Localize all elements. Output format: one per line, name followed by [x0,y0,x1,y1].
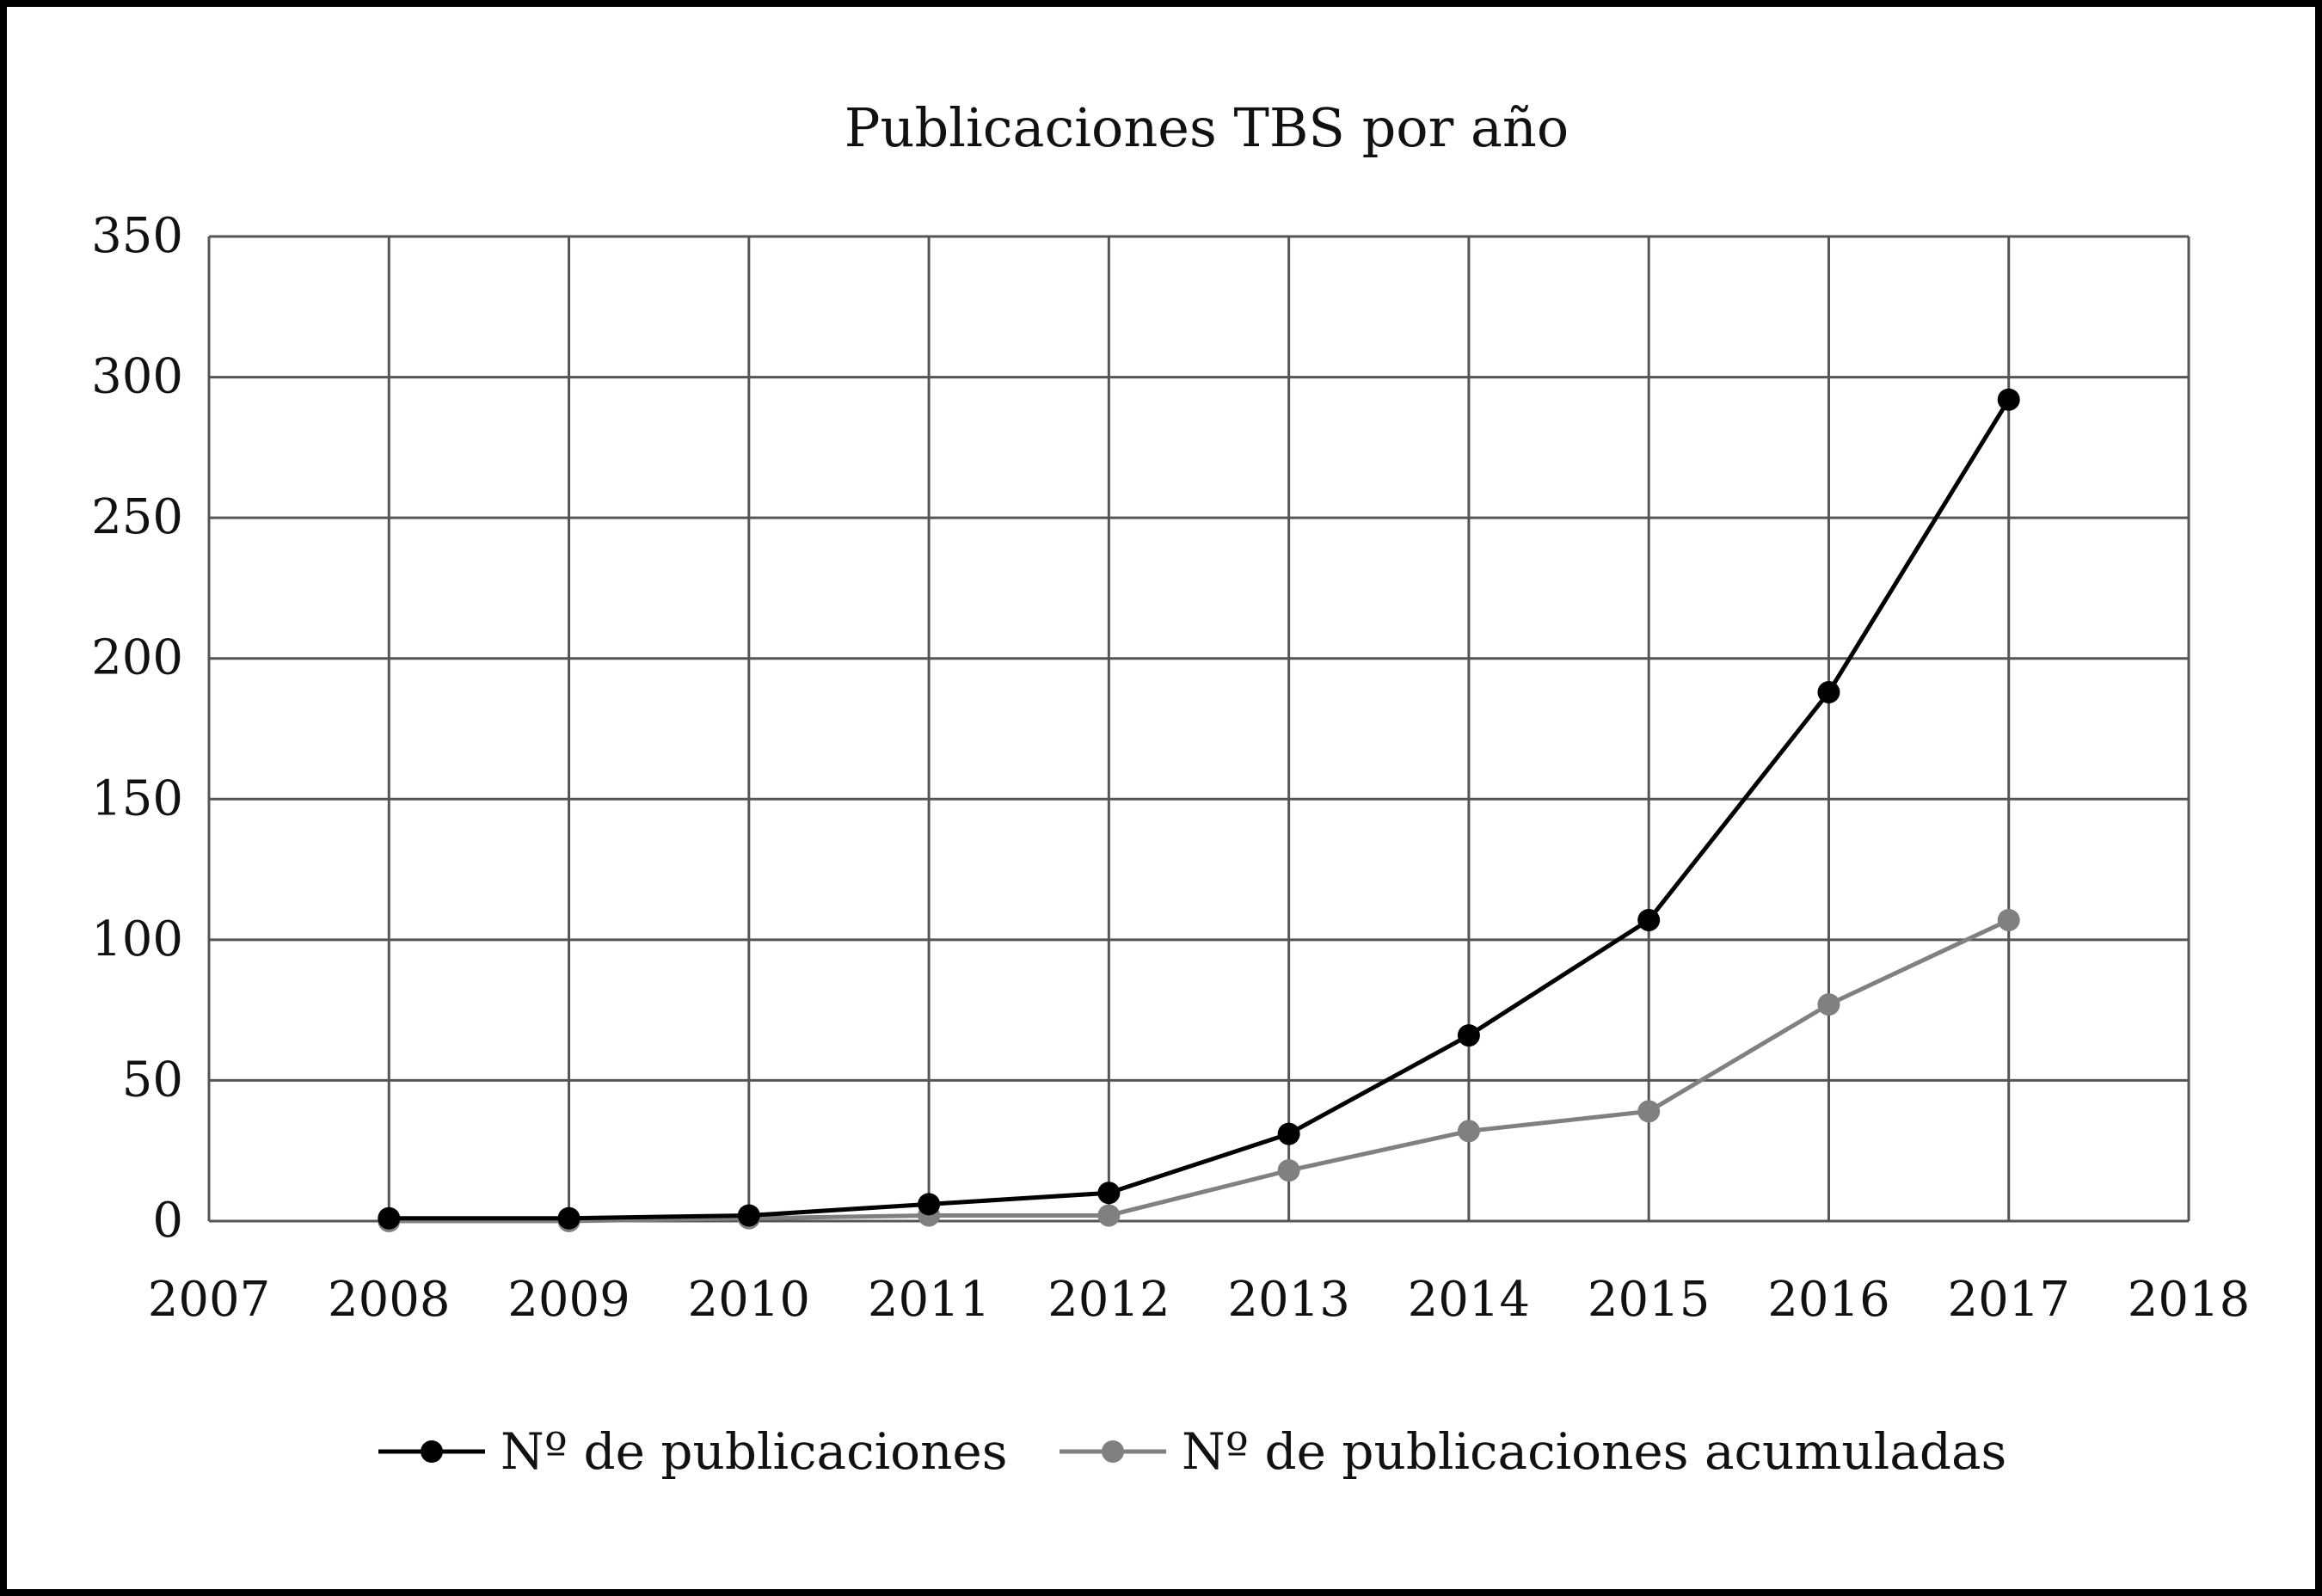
data-point [918,1193,941,1216]
grid [207,235,2190,1223]
legend-item-1: Nº de publicaciones [378,1422,1008,1481]
x-tick-label: 2018 [2128,1272,2251,1328]
data-point [1097,1182,1121,1205]
x-tick-label: 2012 [1047,1272,1170,1328]
x-tick-label: 2016 [1767,1272,1890,1328]
data-point [1817,993,1840,1016]
legend-item-2: Nº de publicaciones acumuladas [1060,1422,2006,1481]
y-tick-label: 200 [91,630,183,686]
y-tick-label: 150 [91,770,183,826]
legend-label: Nº de publicaciones [501,1422,1008,1481]
y-tick-label: 350 [91,208,183,264]
y-tick-label: 300 [91,349,183,405]
chart-title: Publicaciones TBS por año [845,96,1569,159]
data-point [1457,1024,1480,1047]
data-point [557,1206,580,1230]
x-tick-label: 2009 [507,1272,630,1328]
series-line [389,918,2010,1224]
data-point [1997,908,2020,931]
series-layer [378,388,2020,1232]
legend-swatch-marker [1102,1440,1124,1463]
data-point [1637,1100,1661,1123]
data-point [1997,388,2020,411]
legend: Nº de publicaciones Nº de publicaciones a… [378,1422,2006,1481]
data-point [737,1204,760,1227]
x-axis-ticks: 2007 2008 2009 2010 2011 2012 2013 2014 2015 2016… [148,1272,2251,1328]
data-point [1457,1120,1480,1143]
series-1 [378,388,2020,1230]
data-point [1817,680,1840,703]
series-line [389,398,2011,1221]
x-tick-label: 2011 [868,1272,991,1328]
data-point [1637,908,1661,931]
x-tick-label: 2008 [328,1272,451,1328]
data-point [1277,1159,1300,1182]
y-tick-label: 100 [91,912,183,967]
x-tick-label: 2010 [688,1272,811,1328]
data-point [1097,1204,1121,1227]
x-tick-label: 2014 [1408,1272,1531,1328]
x-tick-label: 2013 [1227,1272,1350,1328]
y-tick-label: 50 [122,1052,183,1108]
x-tick-label: 2015 [1588,1272,1711,1328]
y-axis-ticks: 0 50 100 150 200 250 300 350 [91,208,183,1249]
x-tick-label: 2007 [148,1272,271,1328]
data-point [378,1206,401,1230]
y-tick-label: 0 [152,1193,183,1249]
x-tick-label: 2017 [1947,1272,2070,1328]
legend-label: Nº de publicaciones acumuladas [1182,1422,2006,1481]
y-tick-label: 250 [91,489,183,545]
legend-swatch-marker [421,1440,443,1463]
series-2 [378,908,2020,1232]
data-point [1277,1122,1300,1145]
